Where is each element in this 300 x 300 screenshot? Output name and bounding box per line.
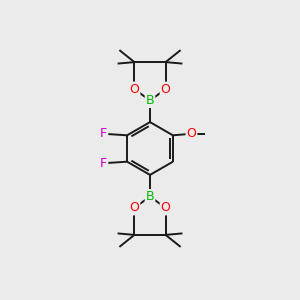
Text: B: B <box>146 94 154 107</box>
Text: O: O <box>187 127 196 140</box>
Text: F: F <box>100 157 107 170</box>
Text: F: F <box>100 127 107 140</box>
Text: O: O <box>161 201 170 214</box>
Text: O: O <box>130 201 139 214</box>
Text: O: O <box>130 82 139 96</box>
Text: B: B <box>146 190 154 203</box>
Text: O: O <box>161 82 170 96</box>
